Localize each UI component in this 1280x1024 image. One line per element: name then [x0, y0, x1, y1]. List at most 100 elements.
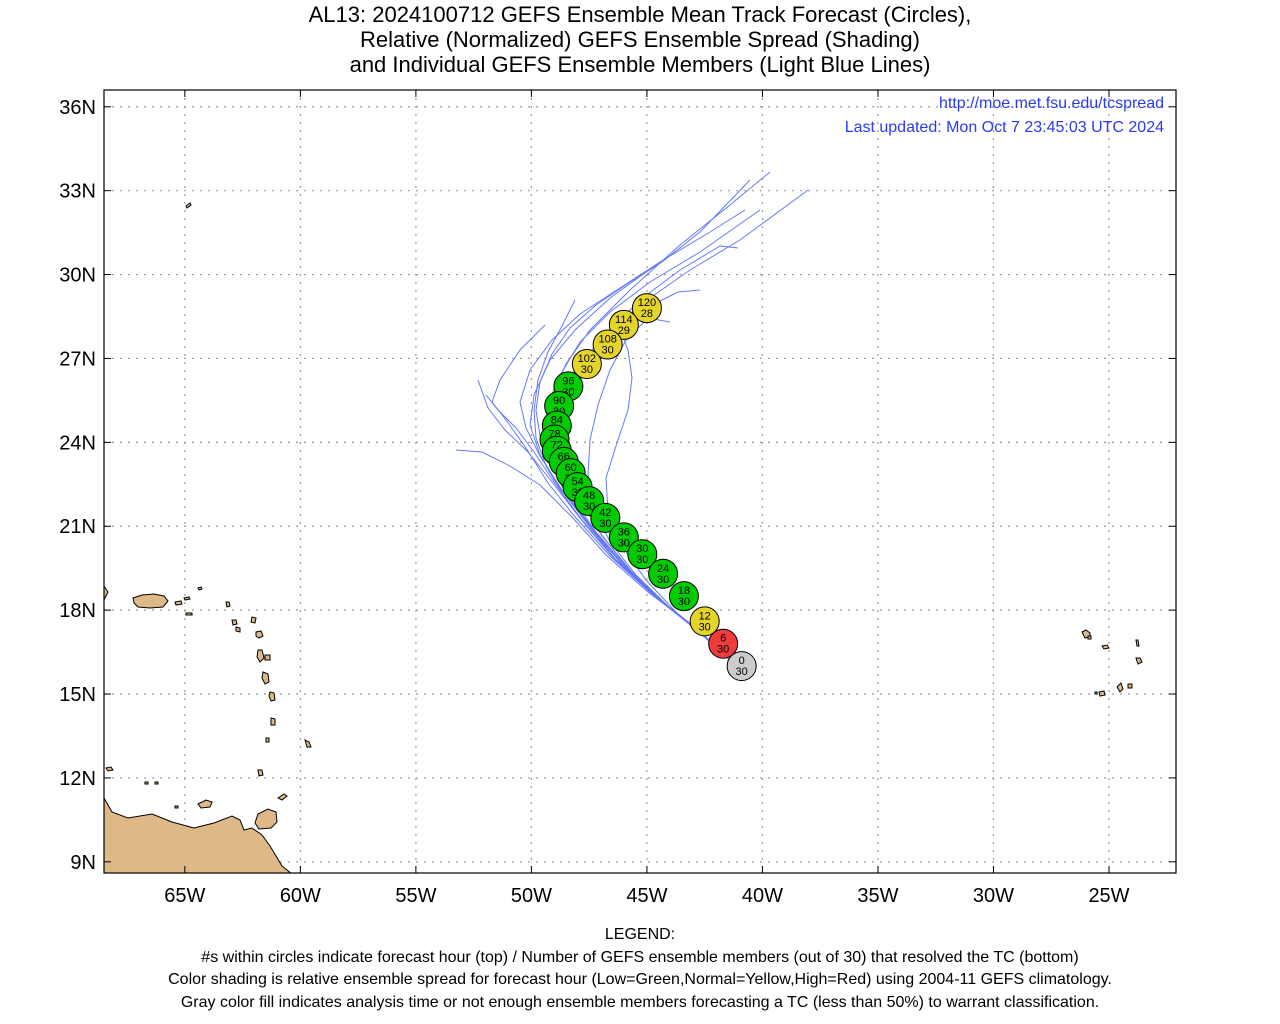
land-layer [104, 202, 1143, 873]
axis-labels: 36N 33N 30N 27N 24N 21N 18N 15N 12N 9N 65W 60W 55W 50… [59, 97, 1129, 907]
offshore-islet [174, 805, 179, 809]
legend-block: LEGEND: #s within circles indicate forec… [0, 924, 1280, 1014]
track-point-hour: 90 [553, 395, 565, 407]
cape-verde-islet [1101, 644, 1110, 650]
track-point-hour: 60 [565, 462, 577, 474]
track-point-members: 30 [699, 621, 711, 633]
leeward-islet [250, 616, 257, 624]
track-point-members: 30 [657, 574, 669, 586]
dominica-landmass [256, 649, 265, 663]
track-point-members: 30 [678, 596, 690, 608]
axis-ticks [104, 90, 1176, 873]
legend-line-3: Gray color fill indicates analysis time … [180, 993, 1100, 1011]
leeward-islet [231, 619, 238, 626]
ensemble-member-line [491, 324, 731, 661]
grenada-landmass [257, 769, 264, 777]
track-point-members: 30 [736, 666, 748, 678]
info-url[interactable]: http://moe.met.fsu.edu/tcspread [939, 95, 1164, 112]
lon-tick-label: 50W [511, 885, 552, 907]
title-line-1: AL13: 2024100712 GEFS Ensemble Mean Trac… [308, 2, 972, 27]
lon-tick-label: 45W [626, 885, 667, 907]
st-vincent-landmass [270, 717, 276, 726]
lat-tick-label: 21N [59, 516, 96, 538]
track-point-circle [668, 581, 699, 612]
track-point-members: 30 [599, 518, 611, 530]
lon-tick-label: 65W [164, 885, 205, 907]
track-point-circle [627, 539, 658, 570]
lon-tick-label: 35W [857, 885, 898, 907]
track-point-members: 30 [581, 364, 593, 376]
track-point-hour: 18 [678, 585, 690, 597]
track-point-hour: 114 [615, 314, 633, 326]
track-point-hour: 96 [562, 375, 574, 387]
lat-tick-label: 12N [59, 768, 96, 790]
track-point: 630 [708, 628, 739, 659]
track-point-members: 29 [618, 325, 630, 337]
tobago-landmass [277, 793, 288, 801]
bahamas-islet [185, 202, 192, 209]
track-point-hour: 0 [739, 655, 745, 667]
plot-background [104, 90, 1176, 873]
guadeloupe-landmass [255, 630, 264, 639]
lat-tick-label: 33N [59, 181, 96, 203]
cape-verde-islet [1098, 690, 1106, 697]
offshore-islet [144, 781, 149, 785]
offshore-islet [154, 781, 159, 785]
cape-verde-islet [1135, 657, 1143, 665]
track-point-hour: 120 [638, 297, 656, 309]
cape-verde-islet [1087, 635, 1092, 640]
cape-verde-islet [1116, 682, 1124, 693]
track-point-hour: 102 [578, 353, 596, 365]
lat-tick-label: 18N [59, 600, 96, 622]
track-point-circle [608, 309, 639, 340]
track-point-circle [648, 558, 679, 589]
track-point-hour: 84 [551, 415, 563, 427]
lon-tick-label: 55W [395, 885, 436, 907]
lat-tick-label: 30N [59, 265, 96, 287]
puerto-rico-landmass [132, 593, 169, 609]
track-point-hour: 108 [598, 333, 616, 345]
track-point-members: 30 [583, 501, 595, 513]
mean-track: 1202811429108301023096309030843078307230… [539, 293, 757, 682]
virgin-islands-landmass [183, 596, 191, 601]
lat-tick-label: 24N [59, 432, 96, 454]
info-updated: Last updated: Mon Oct 7 23:45:03 UTC 202… [845, 119, 1164, 136]
martinique-landmass [261, 671, 270, 685]
lon-tick-label: 40W [742, 885, 783, 907]
lon-tick-label: 30W [973, 885, 1014, 907]
legend-line-2: Color shading is relative ensemble sprea… [168, 971, 1112, 988]
st-lucia-landmass [268, 691, 276, 702]
cape-verde-islet [1094, 691, 1098, 695]
track-point-hour: 36 [618, 526, 630, 538]
lat-tick-label: 36N [59, 97, 96, 119]
title-line-3: and Individual GEFS Ensemble Members (Li… [349, 52, 931, 77]
hispaniola-landmass [104, 585, 109, 601]
track-point-hour: 24 [657, 563, 669, 575]
track-point-circle [708, 628, 739, 659]
track-point-hour: 42 [599, 507, 611, 519]
virgin-islands-landmass [174, 600, 183, 606]
track-point-members: 30 [602, 344, 614, 356]
lat-tick-label: 15N [59, 684, 96, 706]
south-america-landmass [104, 796, 292, 873]
track-point-members: 30 [717, 644, 729, 656]
margarita-islet [197, 799, 213, 809]
track-point-circle [571, 349, 602, 380]
offshore-islet [105, 766, 114, 772]
track-point-members: 30 [618, 537, 630, 549]
legend-line-1: #s within circles indicate forecast hour… [201, 948, 1079, 966]
anguilla-islet [197, 586, 203, 591]
lon-tick-label: 60W [280, 885, 321, 907]
track-point-members: 28 [641, 308, 653, 320]
plot-frame [103, 89, 1177, 874]
trinidad-landmass [254, 808, 278, 830]
cape-verde-islet [1127, 683, 1133, 689]
